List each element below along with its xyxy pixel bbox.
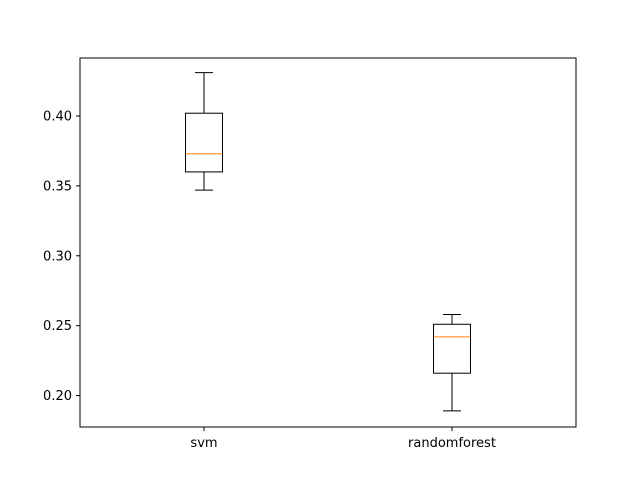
y-tick-label: 0.20 — [43, 389, 72, 404]
y-tick-label: 0.35 — [43, 179, 72, 194]
y-axis: 0.20 0.25 0.30 0.35 0.40 — [43, 110, 80, 404]
x-axis: svm randomforest — [190, 427, 496, 451]
iqr-box — [433, 323, 471, 374]
chart-marks — [185, 72, 471, 412]
y-tick-label: 0.40 — [43, 110, 72, 125]
y-tick-label: 0.30 — [43, 249, 72, 264]
x-tick-label: randomforest — [408, 436, 496, 451]
y-tick-label: 0.25 — [43, 319, 72, 334]
x-tick-label: svm — [190, 436, 217, 451]
box-svm — [185, 72, 223, 191]
plot-area — [79, 57, 577, 428]
iqr-box — [185, 112, 223, 173]
box-randomforest — [433, 313, 471, 412]
